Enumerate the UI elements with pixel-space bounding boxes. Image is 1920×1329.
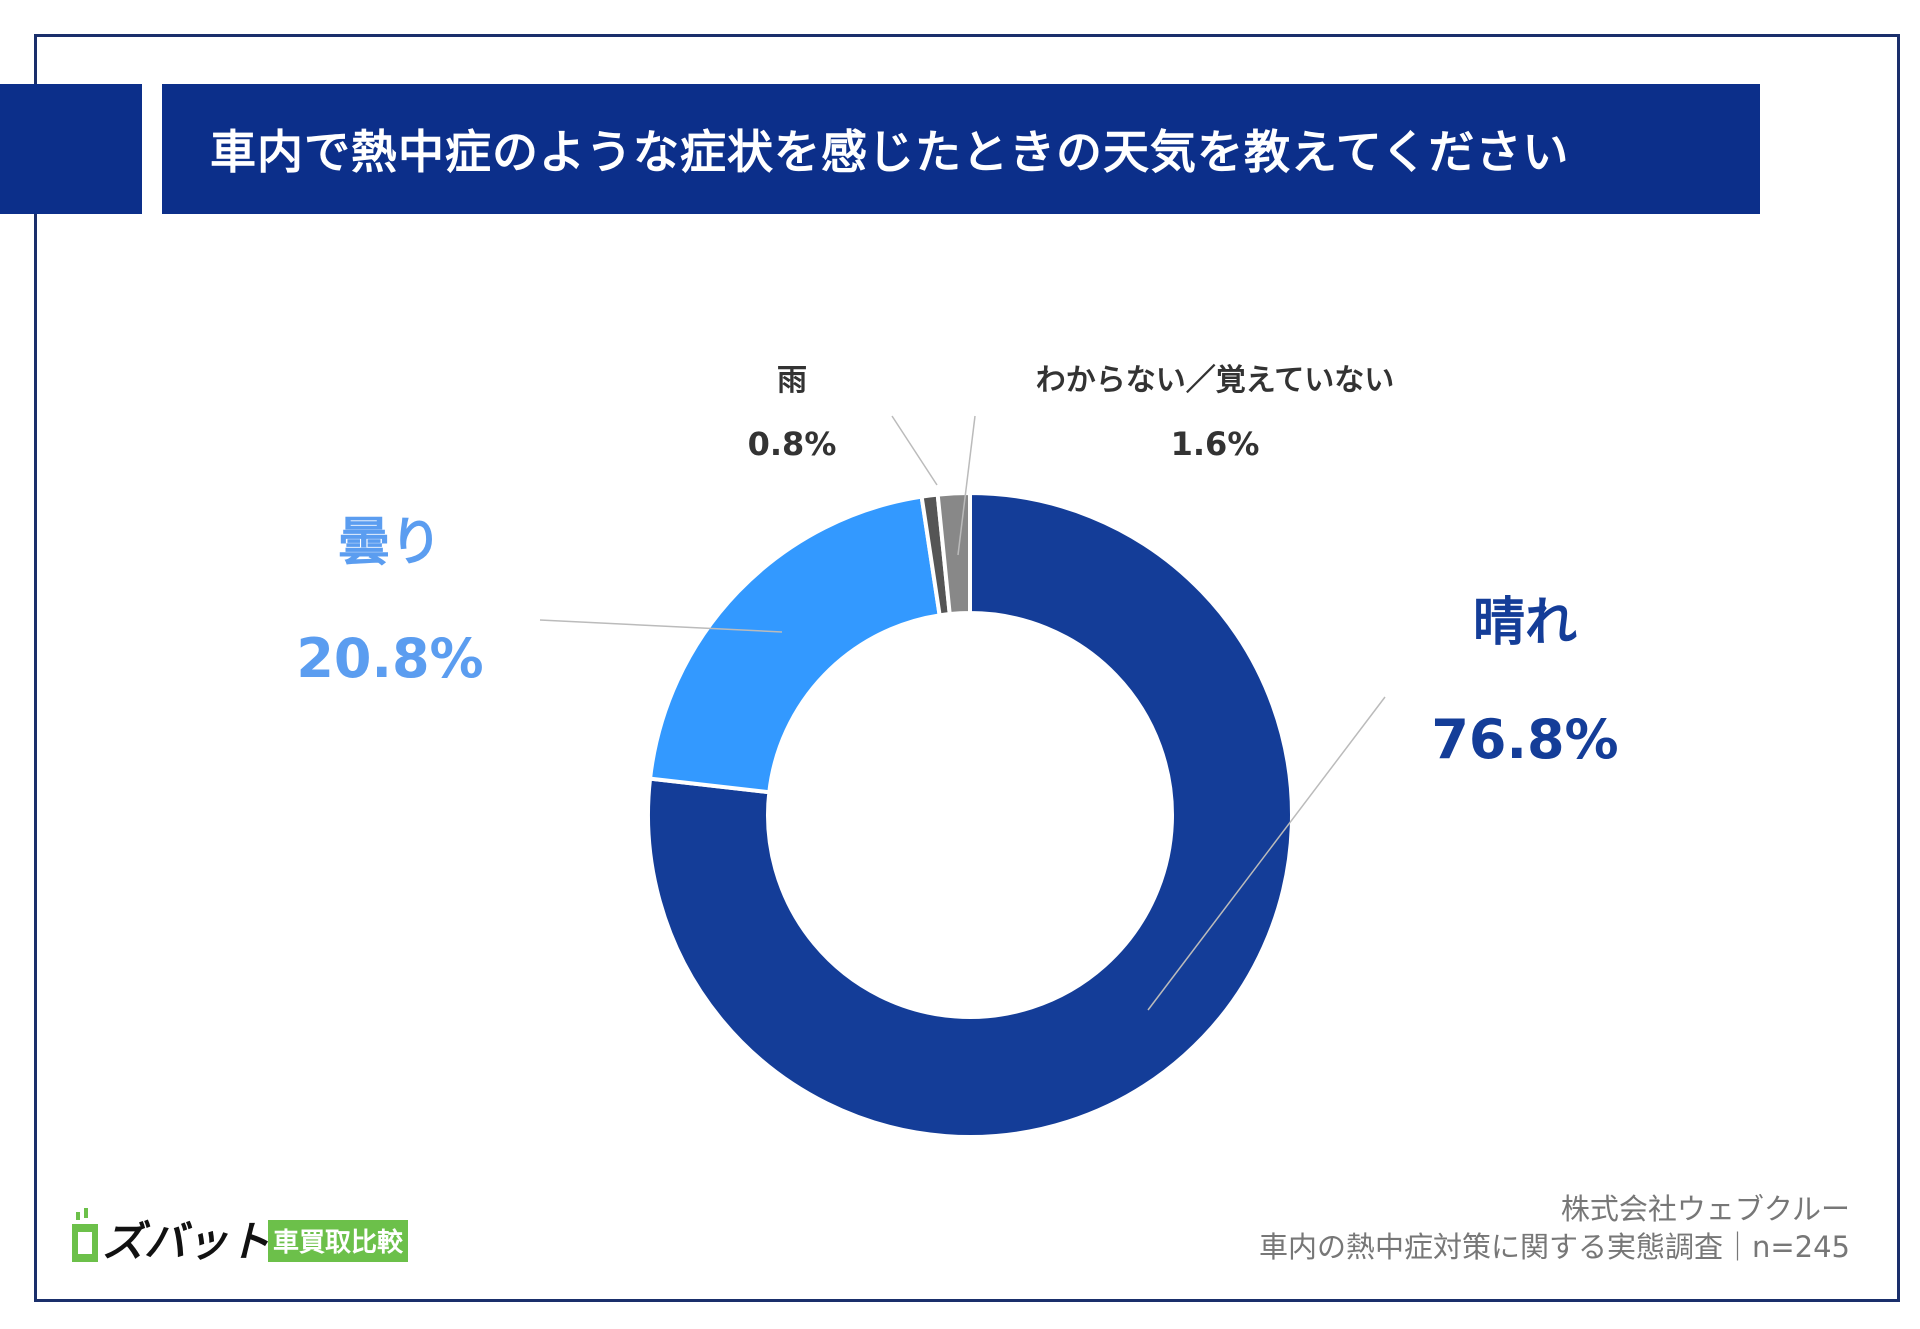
slice-label-4: わからない／覚えていない bbox=[1036, 363, 1395, 398]
leader-line-2 bbox=[539, 619, 783, 633]
donut-slice-1 bbox=[646, 490, 1294, 1139]
logo-tagline-badge bbox=[268, 1220, 408, 1262]
leader-line-4 bbox=[957, 415, 976, 556]
slice-label-3: 雨 bbox=[777, 363, 807, 398]
leader-line-1 bbox=[1147, 696, 1386, 1011]
logo-car-icon bbox=[72, 1208, 98, 1262]
title-bar: 車内で熱中症のような症状を感じたときの天気を教えてください bbox=[162, 84, 1760, 214]
slice-label-2: 曇り bbox=[338, 513, 442, 573]
logo-tagline: 車買取比較 bbox=[273, 1227, 404, 1258]
donut-slice-2 bbox=[647, 494, 942, 795]
leader-line-3 bbox=[891, 415, 938, 486]
slice-label-1: 晴れ bbox=[1473, 593, 1577, 653]
source-survey: 車内の熱中症対策に関する実態調査｜n=245 bbox=[1258, 1230, 1850, 1264]
slice-value-4: 1.6% bbox=[1171, 425, 1260, 463]
title-accent-block bbox=[0, 84, 142, 214]
source-company: 株式会社ウェブクルー bbox=[1560, 1192, 1850, 1226]
zubat-logo: ズバット 車買取比較 bbox=[72, 1208, 408, 1266]
page-title: 車内で熱中症のような症状を感じたときの天気を教えてください bbox=[210, 125, 1570, 179]
slice-value-3: 0.8% bbox=[748, 425, 837, 463]
slice-value-1: 76.8% bbox=[1431, 708, 1618, 771]
chart-frame bbox=[34, 34, 1900, 1302]
slice-value-2: 20.8% bbox=[296, 627, 483, 690]
source-note: 株式会社ウェブクルー 車内の熱中症対策に関する実態調査｜n=245 bbox=[1259, 1190, 1850, 1266]
logo-name: ズバット bbox=[102, 1217, 270, 1266]
